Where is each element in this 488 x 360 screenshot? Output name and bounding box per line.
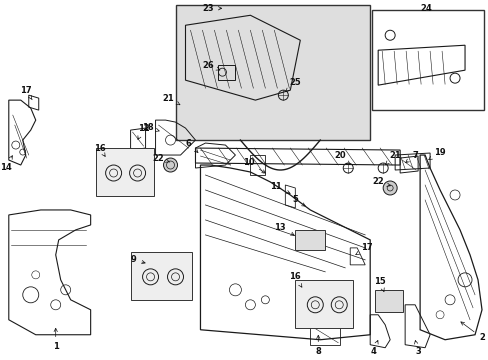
Text: 16: 16 xyxy=(289,273,301,287)
Text: 25: 25 xyxy=(285,78,301,92)
Bar xyxy=(295,230,325,250)
Text: 12: 12 xyxy=(138,123,149,139)
Text: 17: 17 xyxy=(20,86,32,100)
Bar xyxy=(130,252,192,300)
Text: 13: 13 xyxy=(274,224,294,235)
Text: 15: 15 xyxy=(373,277,385,292)
Circle shape xyxy=(383,181,396,195)
Text: 18: 18 xyxy=(142,123,159,132)
Bar xyxy=(96,148,153,196)
Text: 6: 6 xyxy=(185,139,198,153)
Text: 22: 22 xyxy=(371,177,389,186)
Text: 21: 21 xyxy=(163,94,180,105)
Text: 7: 7 xyxy=(405,150,417,163)
Text: 17: 17 xyxy=(355,243,372,255)
Text: 20: 20 xyxy=(334,150,349,165)
Text: 23: 23 xyxy=(202,4,221,13)
Text: 21: 21 xyxy=(385,150,400,165)
Bar xyxy=(371,10,483,110)
Text: 9: 9 xyxy=(130,255,145,264)
Text: 8: 8 xyxy=(315,335,321,356)
Text: 16: 16 xyxy=(94,144,105,156)
Bar xyxy=(374,290,402,312)
Text: 1: 1 xyxy=(53,328,59,351)
Text: 11: 11 xyxy=(270,183,289,194)
Text: 19: 19 xyxy=(428,148,445,159)
Text: 10: 10 xyxy=(242,158,265,173)
Text: 14: 14 xyxy=(0,156,12,171)
Text: 2: 2 xyxy=(460,322,484,342)
Bar xyxy=(175,5,369,140)
Text: 22: 22 xyxy=(152,153,169,162)
Circle shape xyxy=(163,158,177,172)
Text: 5: 5 xyxy=(292,195,305,206)
Text: 4: 4 xyxy=(369,341,377,356)
Text: 3: 3 xyxy=(414,341,420,356)
Text: 26: 26 xyxy=(202,61,220,70)
Text: 24: 24 xyxy=(419,4,431,13)
Bar xyxy=(295,280,352,328)
